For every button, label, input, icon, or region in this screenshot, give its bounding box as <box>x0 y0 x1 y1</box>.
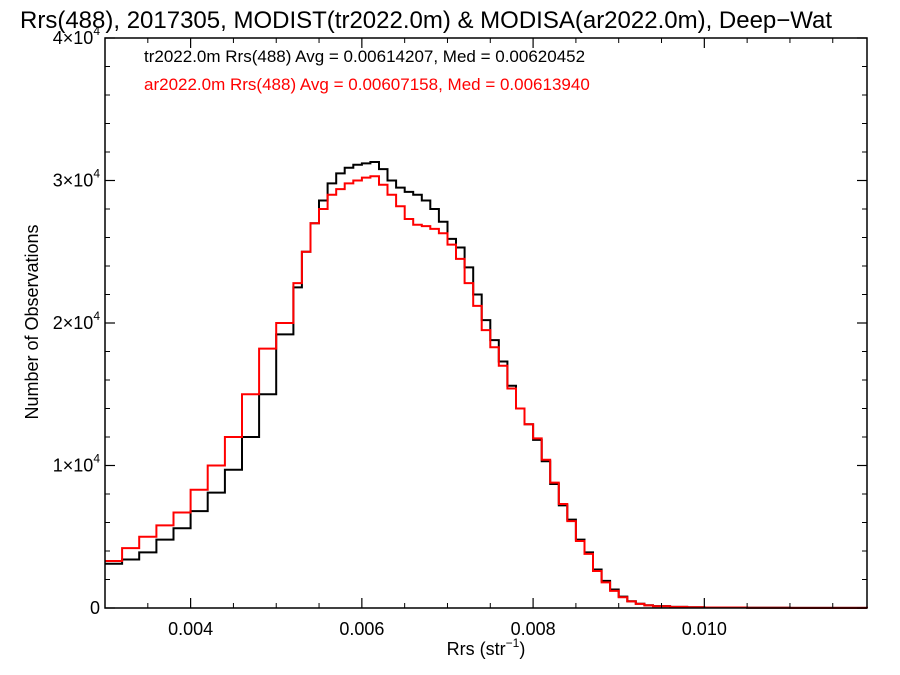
x-tick-label: 0.008 <box>511 619 556 639</box>
x-tick-label: 0.010 <box>682 619 727 639</box>
legend-entry-1: tr2022.0m Rrs(488) Avg = 0.00614207, Med… <box>144 47 585 66</box>
y-tick-label: 2×104 <box>53 309 101 333</box>
series-line-1 <box>105 161 868 609</box>
x-tick-label: 0.004 <box>168 619 213 639</box>
y-axis-label: Number of Observations <box>22 224 42 419</box>
y-tick-label: 3×104 <box>53 167 101 191</box>
x-axis-ticks: 0.004 0.006 0.008 0.010 <box>147 38 834 639</box>
legend: tr2022.0m Rrs(488) Avg = 0.00614207, Med… <box>144 47 590 94</box>
series-layer <box>105 161 868 609</box>
series-line-2 <box>105 175 868 609</box>
legend-entry-2: ar2022.0m Rrs(488) Avg = 0.00607158, Med… <box>144 75 590 94</box>
y-tick-label: 4×104 <box>53 24 101 48</box>
x-axis-label: Rrs (str−1) <box>447 636 526 659</box>
plot-frame <box>104 37 868 609</box>
y-axis-ticks: 0 1×104 2×104 3×104 4×104 <box>53 24 867 618</box>
chart-title: Rrs(488), 2017305, MODIST(tr2022.0m) & M… <box>20 7 832 34</box>
y-tick-label: 0 <box>90 598 100 618</box>
x-tick-label: 0.006 <box>339 619 384 639</box>
y-tick-label: 1×104 <box>53 452 101 476</box>
